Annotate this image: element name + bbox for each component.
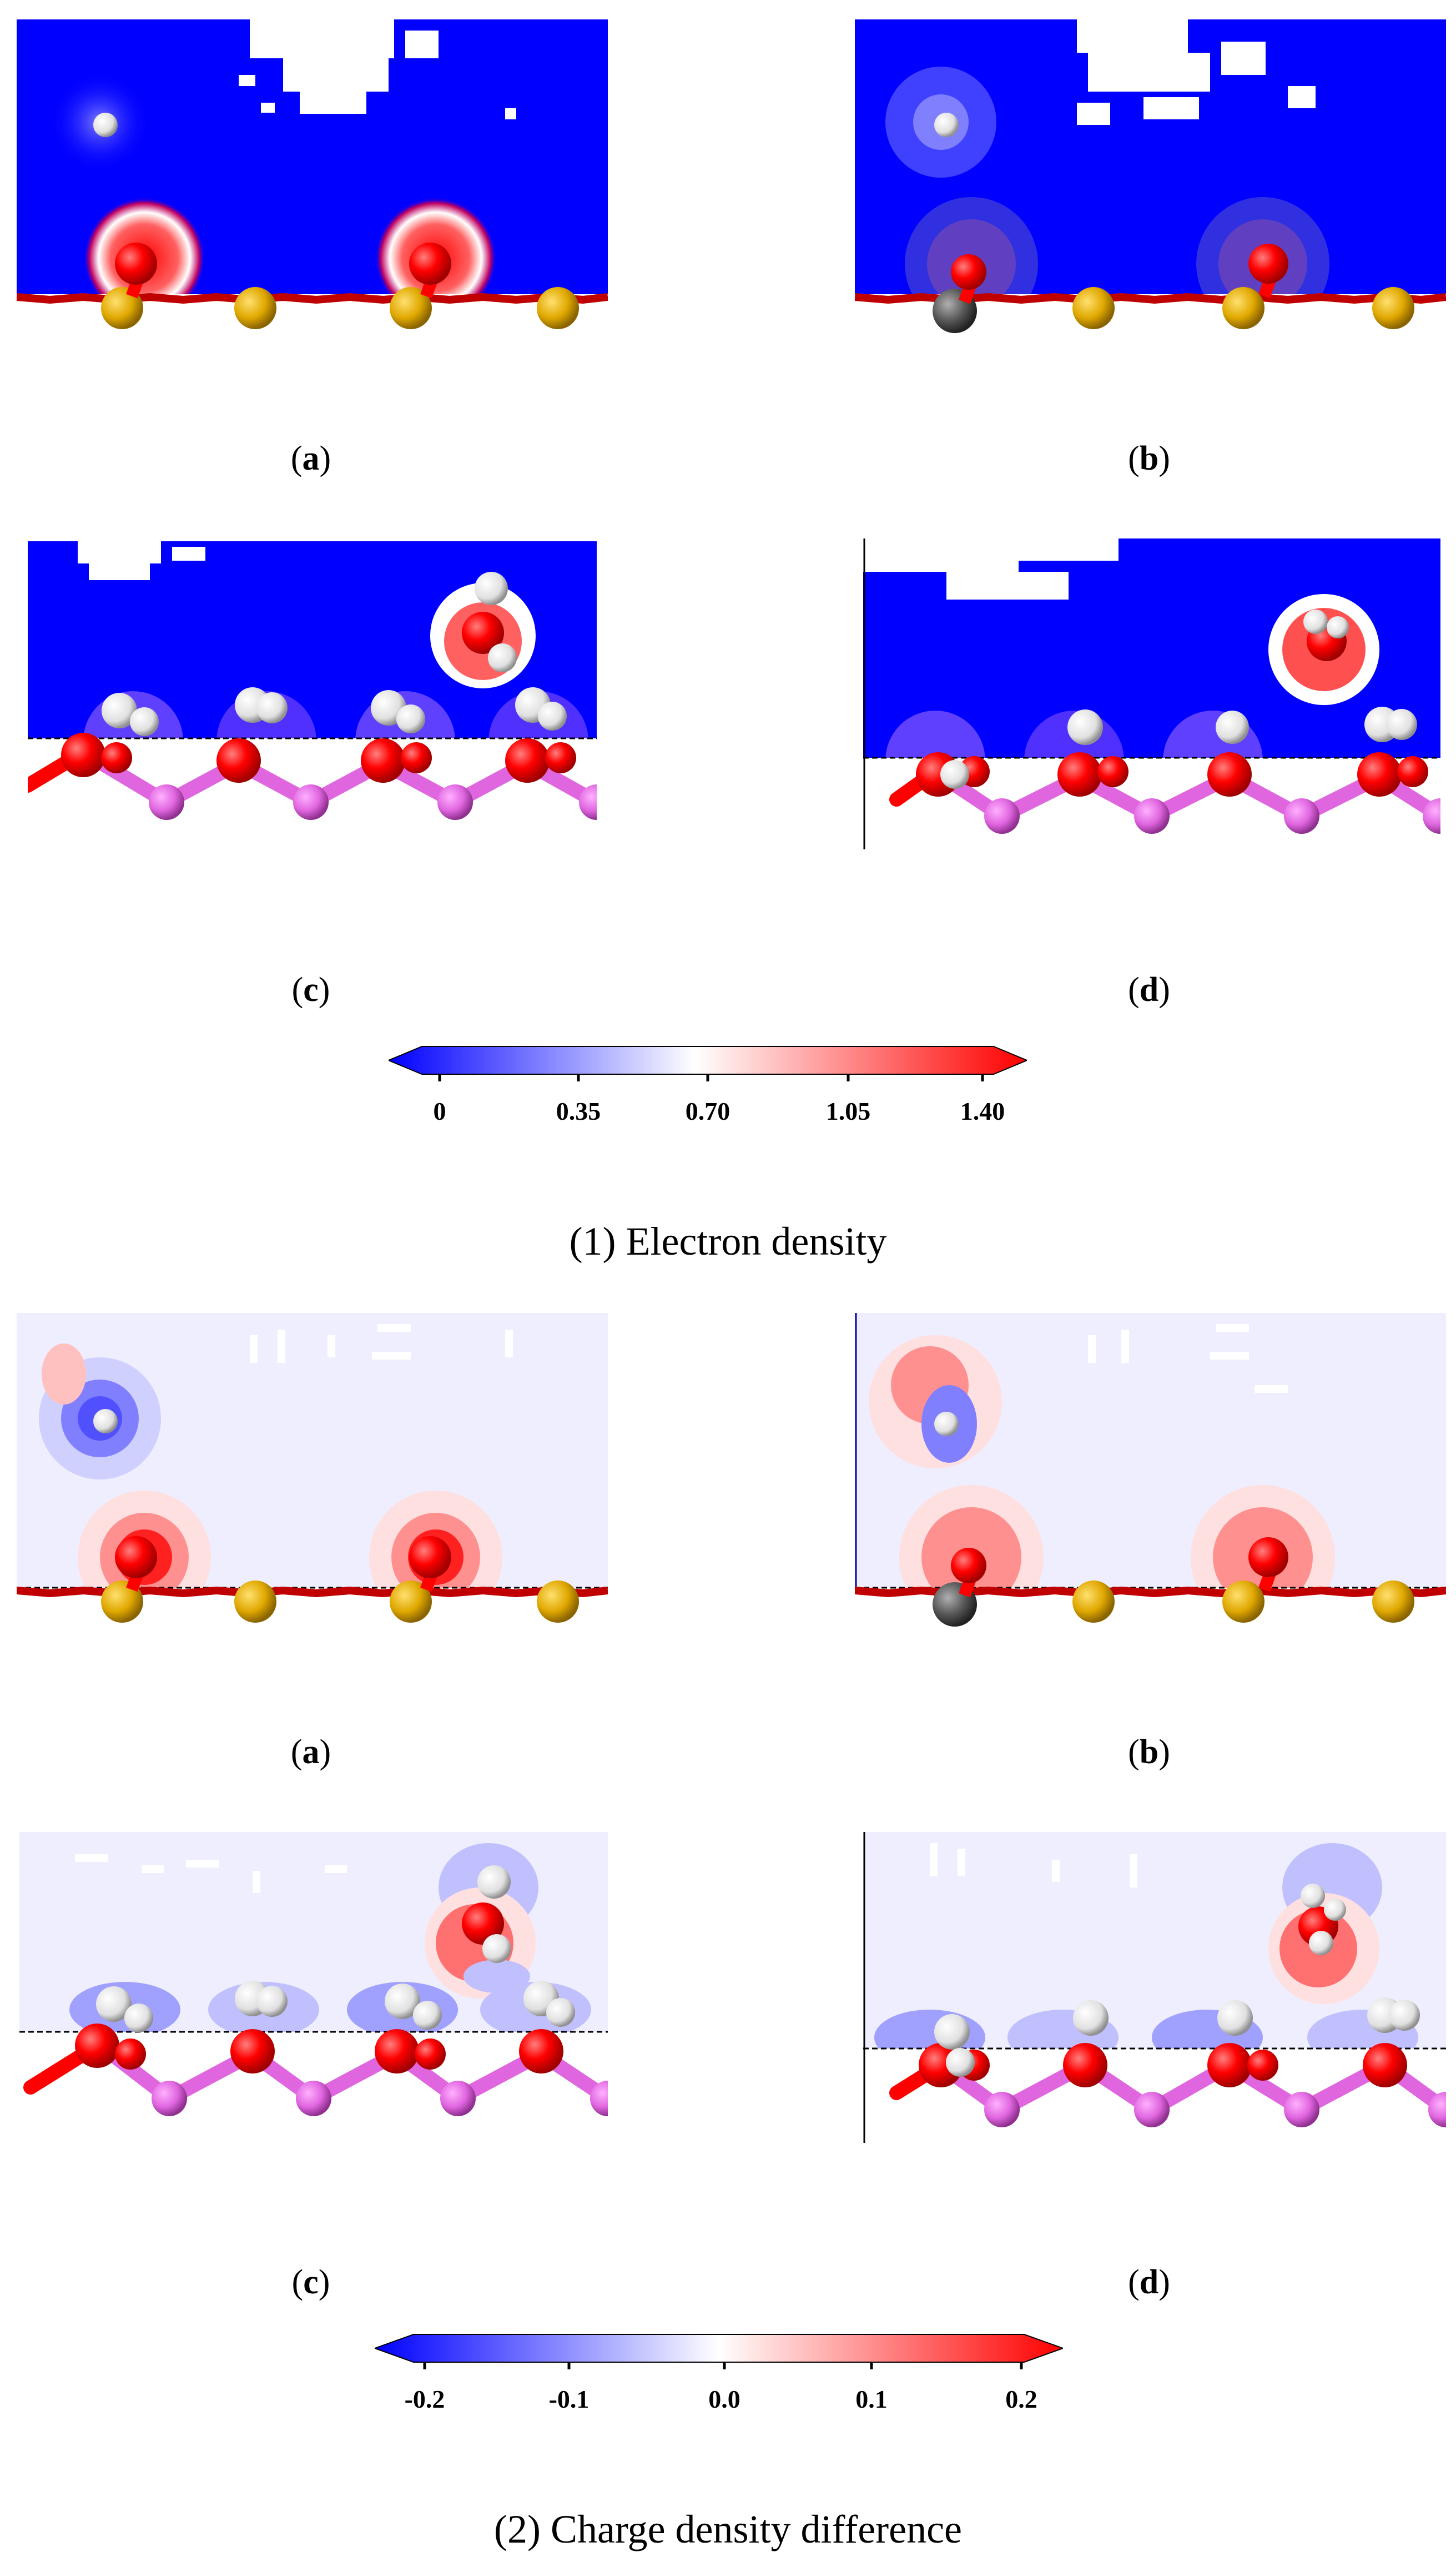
colorbar2-tick-3: 0.1 — [855, 2385, 888, 2413]
panel-label-1b: (b) — [1128, 440, 1170, 477]
colorbar2-tick-1: -0.1 — [548, 2385, 590, 2413]
colorbar1-tick-3: 1.05 — [825, 1097, 871, 1125]
panel-label-1d: (d) — [1128, 971, 1170, 1009]
hydrogen-atom — [93, 113, 118, 137]
colorbar1-tick-1: 0.35 — [556, 1097, 601, 1125]
charge-difference-panel-b — [855, 1313, 1446, 1640]
panel-label-2d: (d) — [1128, 2263, 1170, 2301]
colorbar2-tick-2: 0.0 — [708, 2385, 740, 2413]
electron-density-panel-a — [17, 19, 608, 347]
charge-difference-colorbar: -0.2 -0.1 0.0 0.1 0.2 — [375, 2332, 1063, 2426]
section2-caption: (2) Charge density difference — [493, 2507, 962, 2551]
panel-label-2c: (c) — [291, 2263, 330, 2301]
charge-difference-panel-d — [863, 1832, 1446, 2143]
electron-density-colorbar: 0 0.35 0.70 1.05 1.40 — [389, 1044, 1027, 1138]
section1-caption: (1) Electron density — [569, 1219, 887, 1264]
colorbar2-tick-0: -0.2 — [404, 2385, 445, 2413]
charge-difference-panel-a — [17, 1313, 608, 1640]
panel-label-1a: (a) — [290, 440, 331, 477]
colorbar2-tick-4: 0.2 — [1005, 2385, 1037, 2413]
charge-difference-panel-c — [19, 1832, 608, 2143]
panel-label-1c: (c) — [291, 971, 330, 1009]
colorbar1-tick-2: 0.70 — [685, 1097, 730, 1125]
panel-label-2b: (b) — [1128, 1733, 1170, 1771]
electron-density-panel-c — [28, 541, 597, 835]
electron-density-panel-b — [855, 19, 1446, 347]
panel-label-2a: (a) — [290, 1733, 331, 1771]
oxygen-atoms — [115, 243, 451, 299]
colorbar1-tick-4: 1.40 — [960, 1097, 1005, 1125]
colorbar1-tick-0: 0 — [433, 1097, 446, 1125]
surface-atoms — [17, 287, 608, 329]
electron-density-panel-d — [863, 538, 1440, 849]
